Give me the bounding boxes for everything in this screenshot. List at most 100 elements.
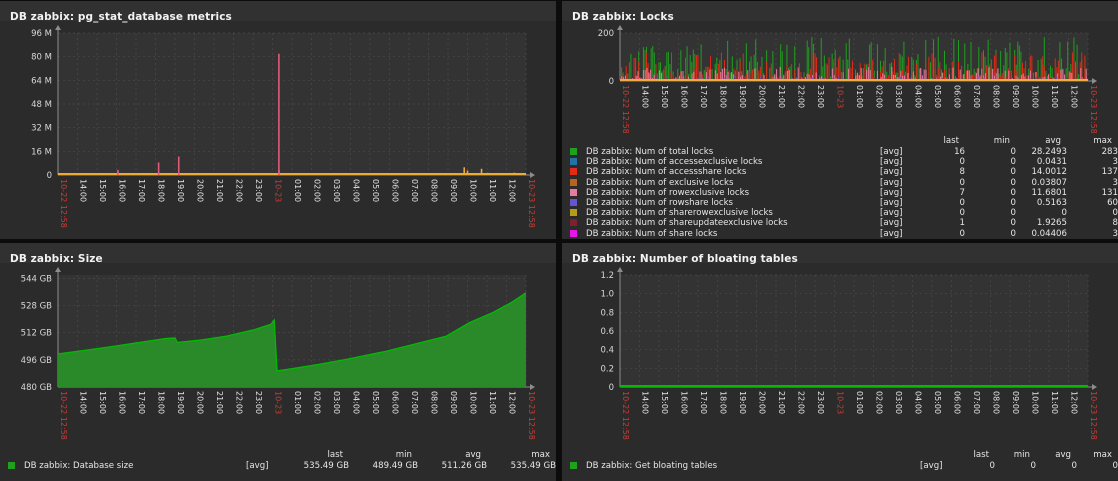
legend-value-avg: 14.0012 — [1016, 167, 1067, 177]
svg-text:09:00: 09:00 — [1011, 85, 1020, 108]
svg-text:08:00: 08:00 — [992, 391, 1001, 414]
legend-value-max: 60 — [1067, 198, 1118, 208]
legend-row[interactable]: DB zabbix: Num of rowshare locks[avg]000… — [562, 198, 1118, 208]
svg-text:496 GB: 496 GB — [21, 356, 53, 366]
svg-text:18:00: 18:00 — [719, 85, 728, 108]
svg-text:22:00: 22:00 — [797, 391, 806, 414]
legend-value-last: 16 — [914, 147, 965, 157]
svg-text:09:00: 09:00 — [1011, 391, 1020, 414]
legend-table: lastminavgmaxDB zabbix: Database size[av… — [0, 449, 556, 471]
legend-column-header: avg — [418, 449, 487, 461]
chart-svg-size: 480 GB496 GB512 GB528 GB544 GB10-22 12:5… — [0, 263, 556, 448]
legend-value-avg: 0.0431 — [1016, 157, 1067, 167]
legend-row[interactable]: DB zabbix: Database size[avg]535.49 GB48… — [0, 461, 556, 471]
svg-text:17:00: 17:00 — [699, 85, 708, 108]
legend-column-header: min — [349, 449, 418, 461]
legend-column-header: last — [280, 449, 349, 461]
legend-series-name: DB zabbix: Num of accessshare locks — [586, 167, 880, 177]
svg-text:0: 0 — [609, 383, 614, 393]
svg-text:23:00: 23:00 — [254, 179, 263, 202]
svg-text:48 M: 48 M — [31, 100, 52, 110]
chart-area-bloating[interactable]: 00.20.40.60.81.01.210-22 12:5814:0015:00… — [562, 263, 1118, 448]
svg-text:1.0: 1.0 — [600, 290, 614, 300]
legend-value-avg: 0 — [1016, 208, 1067, 218]
svg-text:18:00: 18:00 — [719, 391, 728, 414]
legend-series-name: DB zabbix: Num of rowshare locks — [586, 198, 880, 208]
svg-text:18:00: 18:00 — [157, 391, 166, 414]
legend-value-min: 0 — [965, 208, 1016, 218]
svg-text:06:00: 06:00 — [953, 391, 962, 414]
legend-row[interactable]: DB zabbix: Num of accessexclusive locks[… — [562, 157, 1118, 167]
svg-text:12:00: 12:00 — [1070, 85, 1079, 108]
legend-value-last: 7 — [914, 188, 965, 198]
svg-text:16:00: 16:00 — [118, 391, 127, 414]
svg-text:02:00: 02:00 — [313, 179, 322, 202]
panel-header: DB zabbix: pg_stat_database metrics — [0, 1, 556, 21]
chart-area-pg-stat[interactable]: 016 M32 M48 M64 M80 M96 M10-22 12:5814:0… — [0, 21, 556, 237]
legend-column-header: avg — [1016, 135, 1067, 147]
legend-aggregation: [avg] — [880, 208, 914, 218]
svg-text:02:00: 02:00 — [313, 391, 322, 414]
svg-text:05:00: 05:00 — [933, 391, 942, 414]
legend-value-min: 0 — [965, 167, 1016, 177]
legend-row[interactable]: DB zabbix: Num of shareupdateexclusive l… — [562, 218, 1118, 228]
svg-text:10-23 12:58: 10-23 12:58 — [1089, 85, 1098, 133]
svg-text:02:00: 02:00 — [875, 391, 884, 414]
legend-size[interactable]: lastminavgmaxDB zabbix: Database size[av… — [0, 449, 556, 471]
legend-value-min: 0 — [965, 157, 1016, 167]
panel-pg-stat-database-metrics[interactable]: DB zabbix: pg_stat_database metrics 016 … — [0, 1, 556, 239]
legend-series-name: DB zabbix: Num of sharerowexclusive lock… — [586, 208, 880, 218]
svg-text:14:00: 14:00 — [641, 391, 650, 414]
svg-text:480 GB: 480 GB — [21, 383, 53, 393]
legend-color-swatch — [562, 229, 586, 239]
svg-text:07:00: 07:00 — [972, 391, 981, 414]
panel-locks[interactable]: DB zabbix: Locks 020010-22 12:5814:0015:… — [562, 1, 1118, 239]
chart-area-locks[interactable]: 020010-22 12:5814:0015:0016:0017:0018:00… — [562, 21, 1118, 133]
svg-text:10:00: 10:00 — [1031, 85, 1040, 108]
svg-text:11:00: 11:00 — [488, 391, 497, 414]
legend-aggregation: [avg] — [880, 188, 914, 198]
legend-value-last: 0 — [954, 461, 995, 471]
svg-text:03:00: 03:00 — [332, 391, 341, 414]
svg-text:10-23: 10-23 — [274, 391, 283, 414]
svg-text:01:00: 01:00 — [855, 391, 864, 414]
svg-text:80 M: 80 M — [31, 53, 52, 63]
legend-value-max: 283 — [1067, 147, 1118, 157]
svg-text:32 M: 32 M — [31, 124, 52, 134]
legend-locks[interactable]: lastminavgmaxDB zabbix: Num of total loc… — [562, 135, 1118, 239]
legend-row[interactable]: DB zabbix: Num of accessshare locks[avg]… — [562, 167, 1118, 177]
svg-text:16:00: 16:00 — [680, 391, 689, 414]
chart-area-size[interactable]: 480 GB496 GB512 GB528 GB544 GB10-22 12:5… — [0, 263, 556, 448]
svg-text:10-23: 10-23 — [836, 391, 845, 414]
panel-size[interactable]: DB zabbix: Size 480 GB496 GB512 GB528 GB… — [0, 243, 556, 481]
legend-value-max: 131 — [1067, 188, 1118, 198]
legend-row[interactable]: DB zabbix: Num of exclusive locks[avg]00… — [562, 178, 1118, 188]
legend-value-max: 137 — [1067, 167, 1118, 177]
svg-text:512 GB: 512 GB — [21, 329, 53, 339]
legend-row[interactable]: DB zabbix: Num of share locks[avg]000.04… — [562, 229, 1118, 239]
svg-text:10-23 12:58: 10-23 12:58 — [1089, 391, 1098, 440]
legend-row[interactable]: DB zabbix: Num of sharerowexclusive lock… — [562, 208, 1118, 218]
svg-text:17:00: 17:00 — [699, 391, 708, 414]
legend-color-swatch — [562, 167, 586, 177]
legend-color-swatch — [0, 461, 24, 471]
legend-value-avg: 511.26 GB — [418, 461, 487, 471]
panel-bloating-tables[interactable]: DB zabbix: Number of bloating tables 0 0.… — [562, 243, 1118, 481]
legend-color-swatch — [562, 198, 586, 208]
legend-column-header: max — [1067, 135, 1118, 147]
svg-text:0.4: 0.4 — [600, 346, 614, 356]
legend-value-max: 3 — [1067, 178, 1118, 188]
legend-bloating[interactable]: lastminavgmaxDB zabbix: Get bloating tab… — [562, 449, 1118, 471]
legend-value-min: 0 — [965, 188, 1016, 198]
legend-row[interactable]: DB zabbix: Num of total locks[avg]16028.… — [562, 147, 1118, 157]
svg-text:21:00: 21:00 — [777, 391, 786, 414]
legend-row[interactable]: DB zabbix: Get bloating tables[avg]0000 — [562, 461, 1118, 471]
legend-aggregation: [avg] — [920, 461, 954, 471]
panel-header: DB zabbix: Number of bloating tables — [562, 243, 1118, 263]
svg-text:07:00: 07:00 — [410, 391, 419, 414]
legend-series-name: DB zabbix: Num of total locks — [586, 147, 880, 157]
legend-color-swatch — [562, 188, 586, 198]
svg-text:10-23 12:58: 10-23 12:58 — [527, 391, 536, 440]
svg-text:20:00: 20:00 — [196, 179, 205, 202]
legend-row[interactable]: DB zabbix: Num of rowexclusive locks[avg… — [562, 188, 1118, 198]
